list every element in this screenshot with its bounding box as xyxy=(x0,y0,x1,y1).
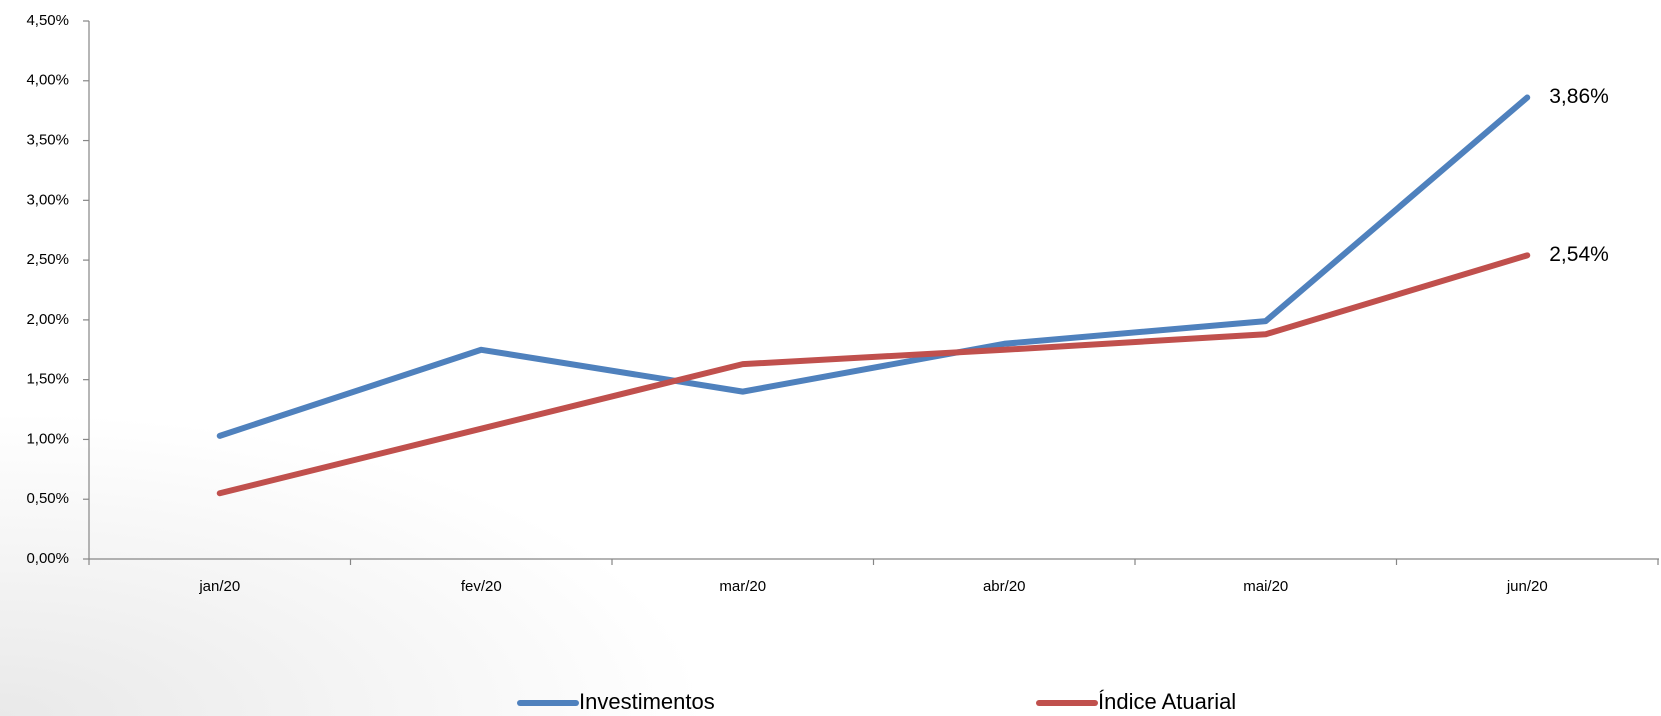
x-tick-label: jan/20 xyxy=(198,578,240,595)
x-tick-label: fev/20 xyxy=(461,578,502,595)
x-tick-label: mai/20 xyxy=(1243,578,1288,595)
x-tick-label: jun/20 xyxy=(1506,578,1548,595)
y-tick-label: 0,00% xyxy=(26,550,69,567)
x-tick-label: abr/20 xyxy=(983,578,1026,595)
series-line xyxy=(216,252,1531,497)
x-tick-label: mar/20 xyxy=(719,578,766,595)
legend-label: Investimentos xyxy=(579,689,715,714)
y-tick-label: 4,50% xyxy=(26,12,69,29)
y-tick-label: 2,50% xyxy=(26,251,69,268)
y-tick-label: 4,00% xyxy=(26,72,69,89)
series-line xyxy=(216,94,1531,439)
y-tick-label: 1,00% xyxy=(26,430,69,447)
y-tick-label: 3,50% xyxy=(26,132,69,149)
y-tick-label: 3,00% xyxy=(26,191,69,208)
y-tick-label: 1,50% xyxy=(26,371,69,388)
legend-label: Índice Atuarial xyxy=(1098,689,1236,714)
y-tick-label: 2,00% xyxy=(26,311,69,328)
data-label: 2,54% xyxy=(1549,243,1609,266)
y-tick-label: 0,50% xyxy=(26,490,69,507)
data-label: 3,86% xyxy=(1549,85,1609,108)
